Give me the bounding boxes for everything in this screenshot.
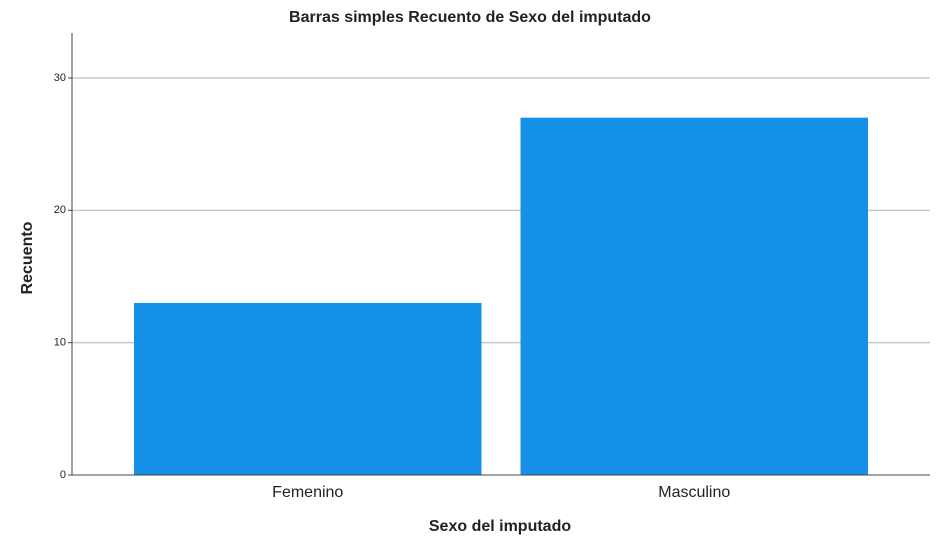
bar — [520, 117, 868, 475]
bar — [134, 302, 482, 475]
x-tick-label: Masculino — [658, 484, 730, 501]
chart-title: Barras simples Recuento de Sexo del impu… — [289, 9, 651, 26]
y-axis-label: Recuento — [19, 221, 36, 294]
x-axis-label: Sexo del imputado — [429, 518, 571, 535]
x-tick-label: Femenino — [272, 484, 343, 501]
y-tick-label: 10 — [54, 337, 66, 349]
y-tick-label: 20 — [54, 204, 66, 216]
y-tick-label: 0 — [60, 469, 66, 481]
y-tick-label: 30 — [54, 72, 66, 84]
